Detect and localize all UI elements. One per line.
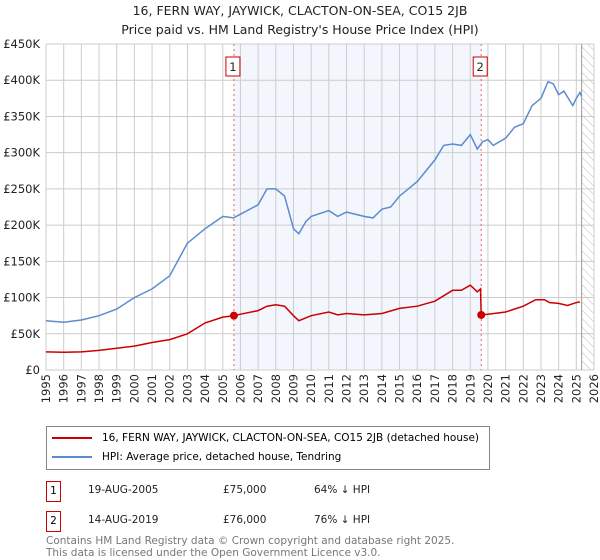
- legend-swatch-blue: [52, 456, 92, 458]
- x-tick-label: 2008: [269, 374, 283, 403]
- transaction-price: £75,000: [223, 484, 267, 496]
- x-tick-label: 2024: [552, 374, 566, 403]
- x-tick-label: 2014: [375, 374, 389, 403]
- transaction-date: 14-AUG-2019: [88, 514, 159, 526]
- marker-label: 1: [229, 60, 236, 74]
- transaction-badge: 1: [46, 481, 61, 502]
- x-tick-label: 2025: [569, 374, 583, 403]
- legend-label: HPI: Average price, detached house, Tend…: [102, 451, 342, 463]
- x-tick-label: 2011: [322, 374, 336, 403]
- x-tick-label: 2018: [446, 374, 460, 403]
- footer-line: Contains HM Land Registry data © Crown c…: [46, 535, 455, 547]
- x-tick-label: 2015: [393, 374, 407, 403]
- marker-badge: [472, 56, 488, 77]
- x-tick-label: 2013: [357, 374, 371, 403]
- x-tick-label: 1996: [57, 374, 71, 403]
- x-tick-label: 1999: [110, 374, 124, 403]
- sale-point: [477, 310, 486, 319]
- series-line: [45, 284, 581, 354]
- transaction-delta: 76% ↓ HPI: [314, 514, 371, 526]
- forecast-hatch: [581, 44, 594, 370]
- legend: 16, FERN WAY, JAYWICK, CLACTON-ON-SEA, C…: [46, 426, 490, 470]
- marker-badge: [225, 56, 241, 77]
- legend-item-hpi: HPI: Average price, detached house, Tend…: [47, 448, 341, 466]
- transaction-date: 19-AUG-2005: [88, 484, 159, 496]
- legend-swatch-red: [52, 437, 92, 439]
- transaction-price: £76,000: [223, 514, 267, 526]
- x-tick-label: 2004: [198, 374, 212, 403]
- x-tick-label: 2022: [516, 374, 530, 403]
- x-tick-label: 2007: [251, 374, 265, 403]
- x-tick-label: 1998: [92, 374, 106, 403]
- x-tick-label: 2003: [180, 374, 194, 403]
- x-tick-label: 2023: [534, 374, 548, 403]
- y-tick-label: £50K: [11, 327, 41, 341]
- x-tick-label: 2000: [127, 374, 141, 403]
- x-tick-label: 1997: [74, 374, 88, 403]
- series-line: [45, 80, 583, 323]
- legend-label: 16, FERN WAY, JAYWICK, CLACTON-ON-SEA, C…: [102, 432, 479, 444]
- x-tick-label: 2019: [463, 374, 477, 403]
- footer: Contains HM Land Registry data © Crown c…: [46, 535, 454, 559]
- transaction-delta: 64% ↓ HPI: [314, 484, 371, 496]
- y-tick-label: £0: [25, 363, 40, 377]
- y-tick-label: £400K: [3, 73, 40, 87]
- x-tick-label: 1995: [39, 374, 53, 403]
- x-tick-label: 2001: [145, 374, 159, 403]
- price-chart: 1995 1996 1997 1998 1999 2000 2001 2002 2003 2004…: [3, 37, 600, 403]
- x-tick-label: 2017: [428, 374, 442, 403]
- x-tick-label: 2012: [340, 374, 354, 403]
- x-tick-label: 2010: [304, 374, 318, 403]
- x-tick-label: 2021: [499, 374, 513, 403]
- y-tick-label: £450K: [3, 37, 40, 51]
- y-tick-label: £200K: [3, 218, 40, 232]
- x-tick-label: 2009: [286, 374, 300, 403]
- y-tick-label: £350K: [3, 109, 40, 123]
- ownership-shade: [233, 44, 482, 370]
- y-tick-label: £250K: [3, 182, 40, 196]
- y-tick-label: £100K: [3, 291, 40, 305]
- sale-point: [229, 311, 238, 320]
- footer-line: This data is licensed under the Open Gov…: [46, 547, 381, 559]
- legend-item-property: 16, FERN WAY, JAYWICK, CLACTON-ON-SEA, C…: [47, 429, 479, 447]
- x-tick-label: 2006: [233, 374, 247, 403]
- marker-label: 2: [477, 60, 484, 74]
- transaction-badge: 2: [46, 511, 61, 532]
- x-tick-label: 2005: [216, 374, 230, 403]
- y-tick-label: £150K: [3, 254, 40, 268]
- x-tick-label: 2016: [410, 374, 424, 403]
- x-tick-label: 2002: [163, 374, 177, 403]
- y-tick-label: £300K: [3, 146, 40, 160]
- chart-subtitle: Price paid vs. HM Land Registry's House …: [121, 22, 479, 37]
- x-tick-label: 2020: [481, 374, 495, 403]
- x-tick-label: 2026: [587, 374, 600, 403]
- chart-title: 16, FERN WAY, JAYWICK, CLACTON-ON-SEA, C…: [132, 3, 468, 18]
